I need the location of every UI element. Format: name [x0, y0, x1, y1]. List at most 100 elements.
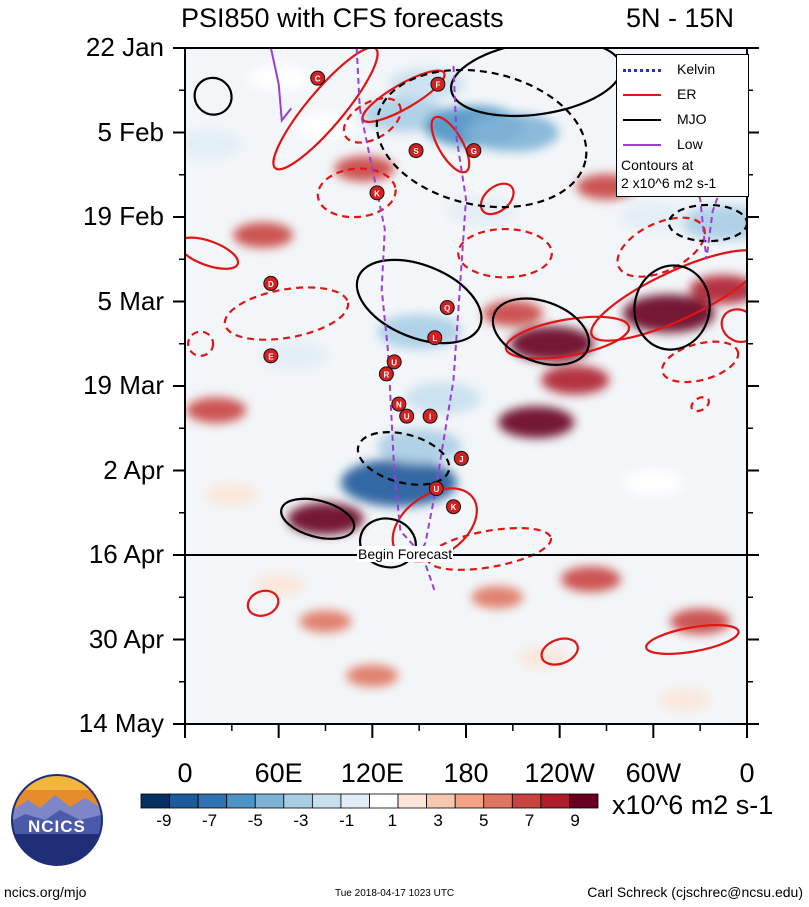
storm-marker-circle — [399, 408, 415, 424]
storm-marker-circle — [446, 499, 462, 515]
colorbar-tick-label: -3 — [293, 811, 309, 830]
er-contour — [185, 236, 240, 270]
er-contour — [540, 637, 579, 666]
mjo-contour — [491, 297, 591, 366]
y-tick-label: 16 Apr — [88, 539, 164, 569]
psi-blob — [377, 428, 462, 464]
storm-marker: G — [466, 143, 482, 159]
mjo-contour — [375, 68, 588, 209]
storm-marker-circle — [408, 143, 424, 159]
colorbar-tick-label: -5 — [247, 811, 263, 830]
low-track — [269, 48, 292, 124]
storm-marker-letter: S — [413, 147, 419, 156]
storm-marker-circle — [378, 366, 394, 382]
storm-marker-circle — [263, 275, 279, 291]
er-contour — [223, 286, 350, 341]
colorbar-swatch — [454, 793, 485, 809]
colorbar-tick-label: -7 — [201, 811, 218, 830]
psi-blob — [681, 205, 747, 241]
psi-blob — [466, 113, 559, 152]
psi-blob — [658, 688, 711, 712]
psi-blob — [185, 130, 243, 159]
x-tick-label: 60E — [254, 758, 303, 788]
storm-marker: R — [378, 366, 394, 382]
psi-blob — [623, 469, 684, 496]
mjo-swatch — [623, 119, 661, 121]
er-contour — [645, 623, 740, 656]
y-tick-label: 22 Jan — [85, 32, 164, 62]
x-tick-label: 0 — [177, 758, 193, 788]
legend-note: Contours at 2 x10^6 m2 s-1 — [621, 156, 716, 192]
storm-marker-circle — [386, 354, 402, 370]
low-track — [355, 48, 436, 592]
begin-forecast-label: Begin Forecast — [357, 546, 454, 562]
x-tick-label: 60W — [625, 758, 682, 788]
low-track — [418, 66, 468, 556]
low-swatch — [623, 144, 661, 146]
er-contour — [430, 115, 471, 174]
footer-site: ncics.org/mjo — [4, 884, 87, 900]
psi-blob — [619, 202, 688, 232]
y-tick-label: 14 May — [78, 708, 164, 738]
legend: Kelvin ER MJO Low Contours at 2 x10^6 m2… — [616, 54, 749, 197]
logo-text: NCICS — [28, 817, 86, 836]
er-contour — [690, 395, 710, 413]
storm-marker-circle — [428, 481, 444, 497]
er-contour — [457, 227, 553, 279]
mjo-contour — [280, 497, 356, 540]
colorbar-swatch — [340, 793, 370, 809]
colorbar-tick-label: 1 — [387, 811, 398, 830]
storm-marker-letter: Q — [444, 304, 450, 313]
x-tick-label: 0 — [739, 758, 755, 788]
storm-marker: J — [453, 450, 469, 466]
legend-entry-low: Low — [617, 134, 748, 154]
er-contour — [342, 97, 402, 144]
footer-timestamp: Tue 2018-04-17 1023 UTC — [335, 888, 455, 899]
storm-marker-circle — [310, 70, 326, 86]
y-tick-label: 19 Mar — [83, 370, 164, 400]
storm-marker: F — [430, 76, 446, 92]
er-contour — [661, 340, 740, 384]
er-contour — [246, 589, 280, 617]
er-contour — [316, 167, 397, 219]
colorbar-swatch — [511, 793, 542, 809]
storm-marker-letter: E — [268, 352, 274, 361]
legend-label: MJO — [677, 111, 707, 127]
psi-blob — [233, 222, 294, 248]
storm-marker-letter: I — [429, 413, 431, 422]
legend-entry-er: ER — [617, 84, 748, 104]
storm-marker: U — [428, 481, 444, 497]
er-contour — [720, 308, 747, 344]
colorbar-tick-label: 9 — [570, 811, 580, 830]
storm-marker-circle — [453, 450, 469, 466]
axis-ticks — [173, 47, 759, 738]
psi-blob — [471, 586, 524, 609]
colorbar-swatch — [540, 793, 570, 809]
colorbar-tick-label: -1 — [339, 811, 355, 830]
storm-marker-circle — [466, 143, 482, 159]
latitude-band: 5N - 15N — [626, 3, 735, 33]
psi-blob — [509, 326, 594, 362]
psi-blob — [560, 566, 621, 592]
legend-label: Kelvin — [677, 61, 716, 77]
chart-title: PSI850 with CFS forecasts — [181, 3, 504, 33]
legend-entry-mjo: MJO — [617, 109, 748, 129]
psi-blob — [205, 483, 258, 506]
psi-blob — [388, 68, 465, 101]
storm-marker-letter: G — [471, 147, 477, 156]
er-contour — [504, 315, 631, 360]
er-contour — [187, 330, 215, 357]
storm-marker: L — [427, 330, 443, 346]
storm-marker-letter: F — [435, 81, 440, 90]
mjo-contour — [633, 264, 711, 351]
storm-marker-circle — [391, 396, 407, 412]
storm-marker: I — [422, 408, 438, 424]
er-contour — [590, 249, 747, 342]
psi-blob — [541, 365, 610, 395]
psi-blob — [518, 646, 571, 669]
x-tick-label: 120E — [340, 758, 404, 788]
psi-blob — [404, 382, 481, 415]
x-tick-label: 180 — [443, 758, 489, 788]
colorbar — [140, 793, 599, 809]
psi-blob — [260, 341, 329, 371]
